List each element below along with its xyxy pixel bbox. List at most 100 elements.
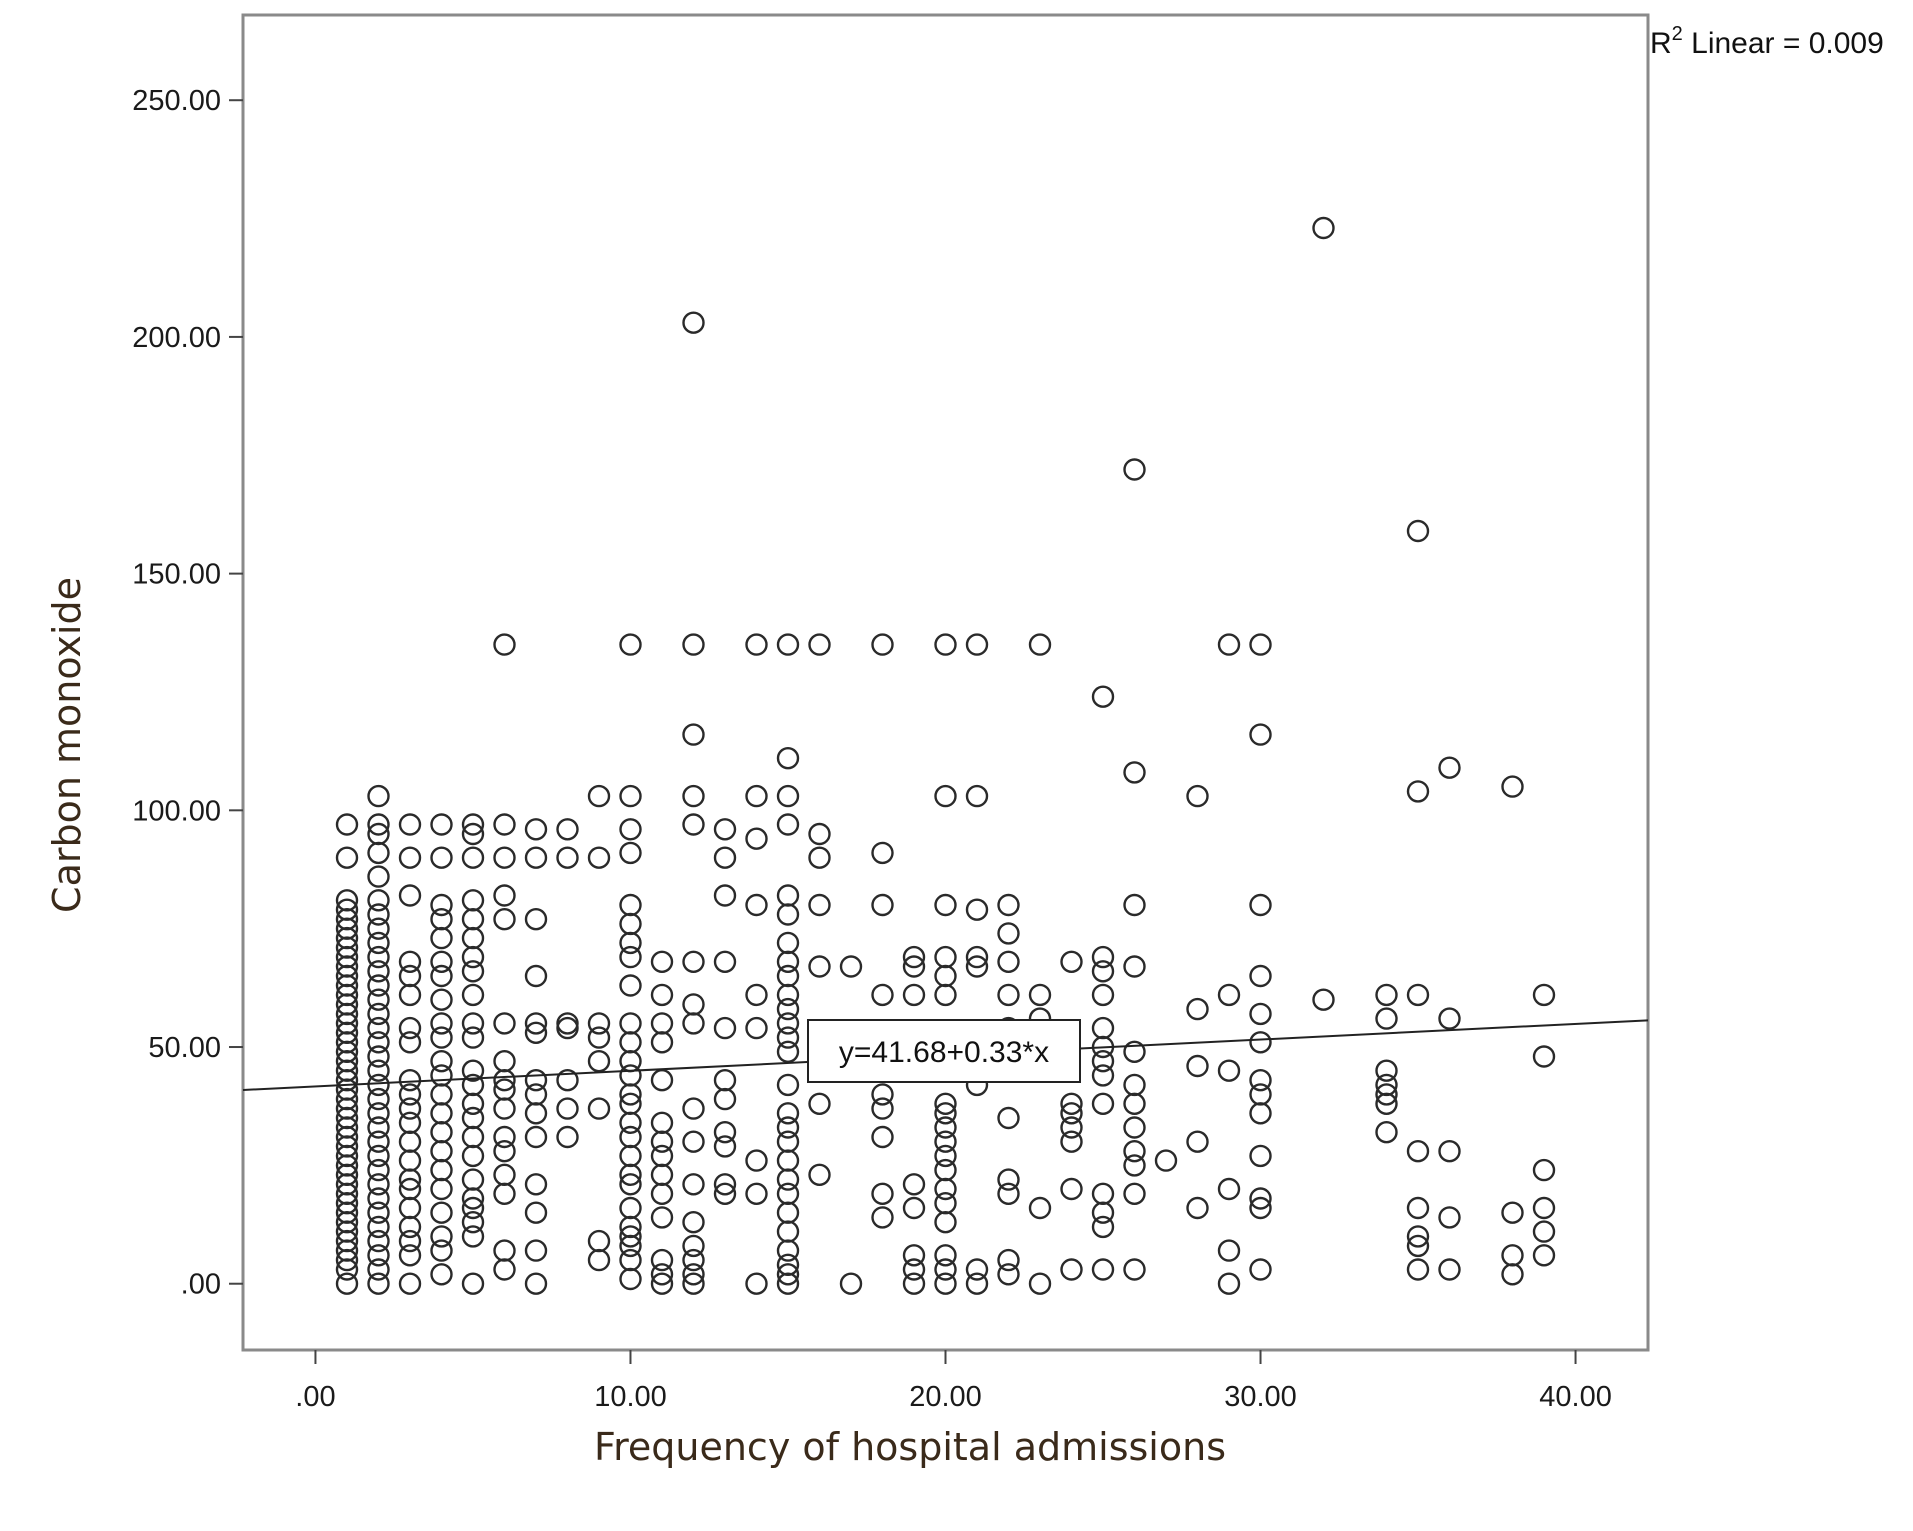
data-point xyxy=(776,997,800,1021)
data-point xyxy=(1186,1130,1209,1153)
data-point xyxy=(461,846,485,869)
data-point xyxy=(493,813,516,836)
data-point xyxy=(1312,216,1335,240)
data-point xyxy=(1091,960,1115,983)
data-point xyxy=(650,983,674,1007)
data-point xyxy=(1028,1272,1052,1295)
data-point xyxy=(1217,1239,1241,1262)
regression-label-frame xyxy=(807,1019,1081,1083)
data-point xyxy=(650,1144,674,1168)
data-point xyxy=(367,813,390,836)
data-point xyxy=(619,974,642,997)
data-point xyxy=(682,1272,705,1295)
data-point xyxy=(650,950,674,973)
data-point xyxy=(1406,519,1430,543)
data-point xyxy=(461,1059,485,1082)
data-point xyxy=(776,633,800,656)
data-point xyxy=(682,723,705,746)
data-point xyxy=(1123,1154,1146,1177)
data-point xyxy=(367,903,390,926)
data-point xyxy=(367,917,390,940)
data-point xyxy=(524,846,548,869)
data-point xyxy=(1123,1139,1146,1163)
data-point xyxy=(430,1049,453,1073)
data-point xyxy=(997,1106,1020,1130)
data-point xyxy=(398,1083,422,1106)
data-point xyxy=(745,1149,768,1172)
data-point xyxy=(619,1092,642,1116)
data-point xyxy=(934,893,957,917)
data-point xyxy=(619,1173,642,1196)
regression-label: y=41.68+0.33*x xyxy=(839,1036,1049,1069)
data-point xyxy=(997,1248,1020,1272)
data-point xyxy=(965,1258,989,1281)
data-point xyxy=(808,955,831,978)
data-point xyxy=(493,1163,516,1187)
data-point xyxy=(871,1125,894,1149)
data-point xyxy=(1217,633,1241,656)
data-point xyxy=(682,1097,705,1120)
data-point xyxy=(367,1130,390,1153)
data-point xyxy=(1375,1083,1398,1106)
data-point xyxy=(1249,964,1272,988)
data-point xyxy=(650,1263,674,1286)
data-point xyxy=(524,1021,548,1045)
x-axis: .00 10.00 20.00 30.00 40.00 xyxy=(295,1350,1612,1413)
data-point xyxy=(1406,1225,1430,1248)
data-point xyxy=(1249,723,1272,746)
data-point xyxy=(1532,1244,1556,1267)
plot-frame xyxy=(241,13,1650,1352)
data-point xyxy=(1249,1144,1272,1168)
data-point xyxy=(1186,1054,1209,1078)
data-point xyxy=(745,983,768,1007)
data-point xyxy=(1123,761,1146,784)
data-point xyxy=(430,1026,453,1049)
data-point xyxy=(367,822,390,846)
data-point xyxy=(1123,1040,1146,1064)
data-point xyxy=(934,784,957,808)
data-point xyxy=(1217,1177,1241,1201)
points-layer xyxy=(335,216,1556,1295)
data-point xyxy=(367,1201,390,1224)
data-point xyxy=(745,827,768,850)
data-point xyxy=(619,784,642,808)
data-point xyxy=(1091,1016,1115,1040)
data-point xyxy=(430,1263,453,1286)
data-point xyxy=(430,988,453,1011)
data-point xyxy=(965,955,989,978)
regression-label-box: y=41.68+0.33*x xyxy=(807,1019,1081,1083)
data-point xyxy=(398,1097,422,1120)
data-point xyxy=(997,922,1020,945)
data-point xyxy=(682,993,705,1016)
data-point xyxy=(682,950,705,973)
data-point xyxy=(430,950,453,973)
data-point xyxy=(556,1068,579,1092)
data-point xyxy=(1091,945,1115,969)
data-point xyxy=(682,1130,705,1153)
data-point xyxy=(1249,1068,1272,1092)
data-point xyxy=(430,1201,453,1224)
data-point xyxy=(367,988,390,1011)
data-point xyxy=(493,1239,516,1262)
data-point xyxy=(1501,775,1524,798)
data-point xyxy=(776,747,800,770)
data-point xyxy=(619,945,642,969)
data-point xyxy=(965,898,989,921)
data-point xyxy=(619,893,642,917)
data-point xyxy=(430,1012,453,1035)
data-point xyxy=(902,983,926,1007)
data-point xyxy=(524,1083,548,1106)
data-point xyxy=(524,908,548,931)
data-point xyxy=(902,1244,926,1267)
data-point xyxy=(1186,997,1209,1021)
data-point xyxy=(1532,983,1556,1007)
data-point xyxy=(1154,1149,1178,1172)
data-point xyxy=(745,784,768,808)
data-point xyxy=(1532,1045,1556,1068)
data-point xyxy=(682,1234,705,1258)
data-point xyxy=(461,1168,485,1191)
data-point xyxy=(398,1244,422,1267)
data-point xyxy=(745,1016,768,1040)
data-point xyxy=(398,1016,422,1040)
